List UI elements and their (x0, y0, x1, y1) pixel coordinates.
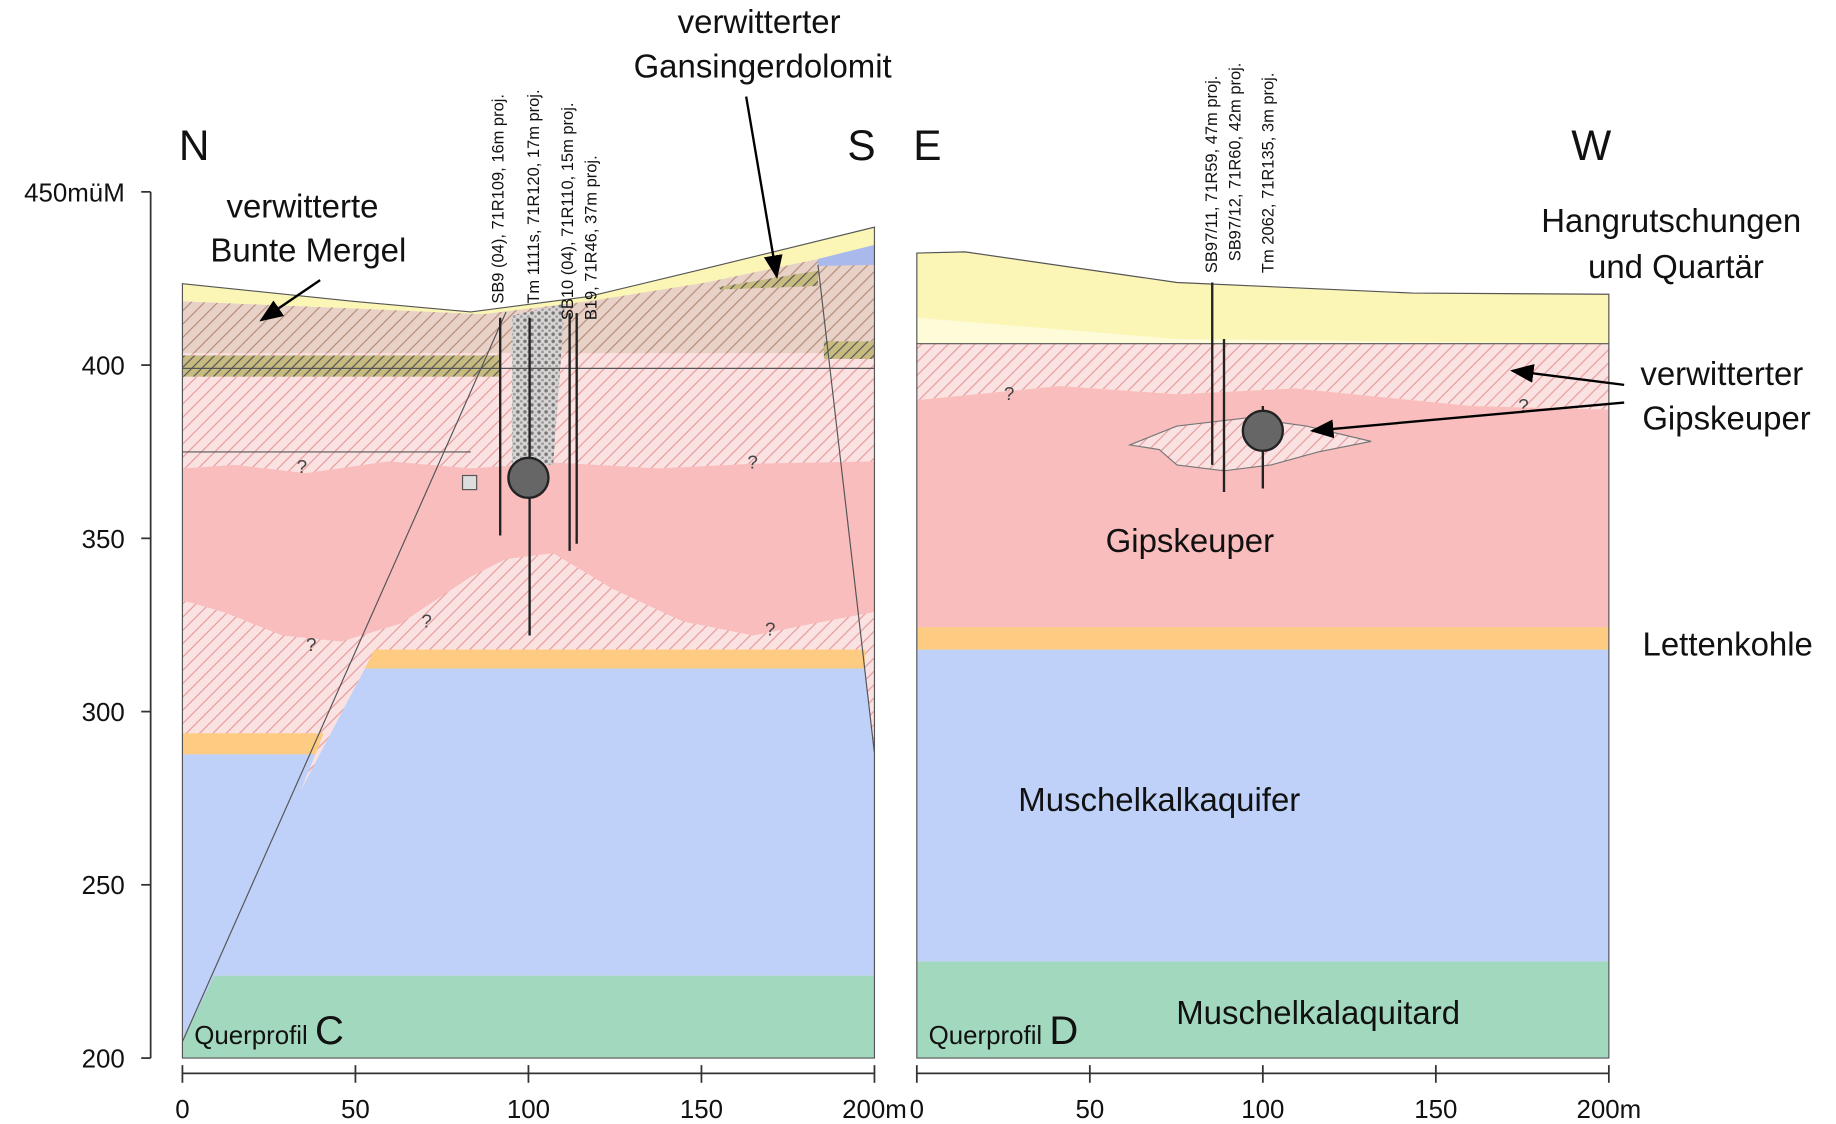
well-marker (1243, 411, 1283, 451)
borehole-label: SB9 (04), 71R109, 16m proj. (490, 94, 508, 304)
label: Bunte Mergel (210, 231, 406, 268)
label: verwitterter (1640, 355, 1803, 392)
x-tick-label: 100 (1241, 1096, 1284, 1124)
label: und Quartär (1588, 248, 1764, 285)
y-tick-label: 200 (82, 1045, 125, 1073)
uncertain-marker: ? (747, 451, 757, 472)
small-block (463, 475, 477, 489)
y-tick-label: 350 (82, 526, 125, 554)
profile-d (917, 252, 1609, 1058)
label: verwitterter (678, 3, 841, 40)
x-tick-label: 150 (680, 1096, 723, 1124)
y-tick-label: 400 (82, 353, 125, 381)
uncertain-marker: ? (297, 456, 307, 477)
borehole-label: Tm 2062, 71R135, 3m proj. (1259, 73, 1277, 273)
uncertain-marker: ? (765, 619, 775, 640)
layer-lettenkohle (365, 650, 865, 669)
borehole-label: SB97/11, 71R59, 47m proj. (1203, 76, 1221, 273)
y-tick-label: 300 (82, 699, 125, 727)
borehole-label: B19, 71R46, 37m proj. (583, 155, 601, 320)
direction: E (913, 122, 941, 169)
direction: S (847, 122, 875, 169)
label: Gansingerdolomit (634, 48, 892, 85)
x-tick-label: 0 (175, 1096, 189, 1124)
label: Muschelkalkaquifer (1018, 781, 1300, 818)
well-marker (508, 458, 548, 498)
label: verwitterte (227, 188, 379, 225)
layer-dolomite (824, 341, 875, 359)
borehole-label: Tm 1111s, 71R120, 17m proj. (525, 89, 543, 303)
uncertain-marker: ? (421, 610, 431, 631)
y-tick-label: 250 (82, 872, 125, 900)
x-tick-label: 50 (1075, 1096, 1104, 1124)
borehole-label: SB10 (04), 71R110, 15m proj. (559, 103, 577, 321)
layer-lettenkohle (917, 627, 1609, 649)
uncertain-marker: ? (306, 634, 316, 655)
x-tick-label: 150 (1414, 1096, 1457, 1124)
direction: W (1571, 122, 1611, 169)
direction: N (179, 122, 210, 169)
layer-dolomite (182, 355, 500, 376)
profile-c (182, 227, 874, 1058)
label: Hangrutschungen (1541, 202, 1801, 239)
y-tick-label: 450müM (24, 179, 125, 207)
x-tick-label: 50 (341, 1096, 370, 1124)
label: Muschelkalaquitard (1176, 994, 1460, 1031)
borehole-label: SB97/12, 71R60, 42m proj. (1226, 63, 1244, 262)
x-tick-label: 100 (507, 1096, 550, 1124)
cross-sections: 450müM400350300250200050100150200m050100… (0, 0, 1836, 1124)
label: Lettenkohle (1643, 626, 1813, 663)
label: Gipskeuper (1642, 400, 1810, 437)
x-tick-label: 0 (910, 1096, 924, 1124)
label: Gipskeuper (1106, 522, 1274, 559)
uncertain-marker: ? (1004, 383, 1014, 404)
layer-lettenkohle (182, 733, 323, 754)
x-tick-label: 200m (842, 1096, 907, 1124)
x-tick-label: 200m (1576, 1096, 1641, 1124)
